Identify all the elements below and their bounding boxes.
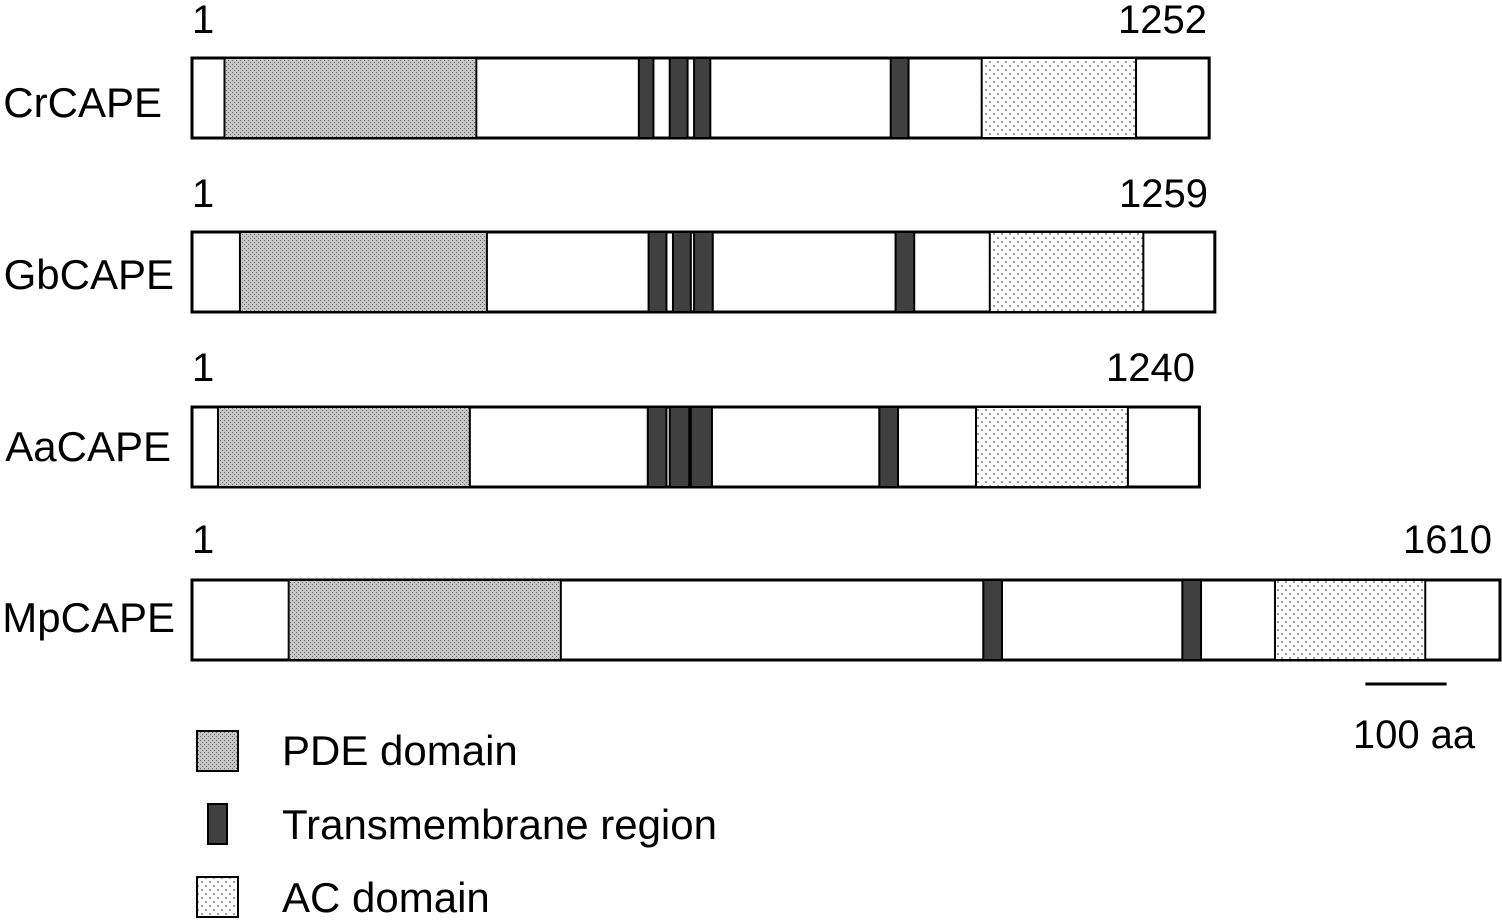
transmembrane-swatch (207, 803, 228, 845)
transmembrane-region (982, 579, 1003, 661)
transmembrane-region (646, 406, 668, 488)
ac-domain (988, 231, 1145, 313)
transmembrane-region (668, 406, 691, 488)
start-position-label: 1 (192, 518, 214, 562)
legend: PDE domain Transmembrane region AC domai… (196, 727, 717, 920)
transmembrane-region (693, 57, 712, 139)
pde-domain (238, 231, 488, 313)
legend-label: Transmembrane region (282, 801, 717, 848)
ac-swatch (196, 876, 239, 918)
transmembrane-region (693, 231, 714, 313)
transmembrane-region (878, 406, 899, 488)
protein-bar (190, 230, 1217, 314)
end-position-label: 1252 (1118, 0, 1207, 42)
pde-swatch (196, 730, 239, 772)
protein-row: MpCAPE 1 1610 (2, 518, 1502, 662)
scale-bar-label: 100 aa (1353, 713, 1476, 757)
transmembrane-region (668, 57, 689, 139)
scale-bar: 100 aa (1353, 682, 1476, 757)
legend-item-pde: PDE domain (196, 727, 518, 774)
end-position-label: 1259 (1119, 172, 1208, 216)
legend-item-transmembrane: Transmembrane region (207, 801, 717, 848)
protein-bar (190, 56, 1211, 140)
transmembrane-region (1181, 579, 1203, 661)
pde-domain (216, 406, 471, 488)
transmembrane-region (689, 406, 713, 488)
protein-row: CrCAPE 1 1252 (3, 0, 1211, 140)
protein-name: MpCAPE (2, 594, 175, 641)
ac-domain (974, 406, 1129, 488)
start-position-label: 1 (192, 0, 214, 42)
start-position-label: 1 (192, 172, 214, 216)
start-position-label: 1 (192, 346, 214, 390)
protein-name: GbCAPE (4, 251, 174, 298)
end-position-label: 1610 (1403, 518, 1492, 562)
transmembrane-region (889, 57, 910, 139)
pde-domain (287, 579, 562, 661)
protein-row: AaCAPE 1 1240 (5, 346, 1201, 489)
legend-label: AC domain (282, 874, 490, 920)
legend-item-ac: AC domain (196, 874, 490, 920)
pde-domain (223, 57, 478, 139)
protein-row: GbCAPE 1 1259 (4, 172, 1217, 314)
transmembrane-region (647, 231, 668, 313)
legend-label: PDE domain (282, 727, 518, 774)
ac-domain (980, 57, 1138, 139)
ac-domain (1273, 579, 1427, 661)
transmembrane-region (671, 231, 692, 313)
protein-name: AaCAPE (5, 423, 171, 470)
protein-bar (190, 578, 1502, 662)
transmembrane-region (894, 231, 916, 313)
end-position-label: 1240 (1106, 346, 1195, 390)
protein-bar (190, 405, 1201, 489)
transmembrane-region (637, 57, 655, 139)
protein-name: CrCAPE (3, 79, 162, 126)
